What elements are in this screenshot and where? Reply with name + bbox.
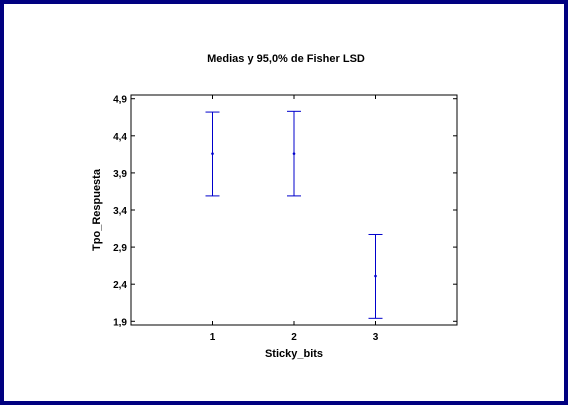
mean-point — [374, 274, 377, 278]
chart-svg: Medias y 95,0% de Fisher LSD 1,9 2,4 2,9 3,… — [91, 53, 458, 360]
x-tick-label: 2 — [291, 332, 297, 343]
interval-bar — [368, 233, 383, 319]
x-tick-label: 3 — [373, 332, 379, 343]
y-tick-label: 2,4 — [113, 280, 127, 291]
y-axis-label: Tpo_Respuesta — [91, 168, 103, 251]
chart-title: Medias y 95,0% de Fisher LSD — [207, 53, 365, 65]
mean-point — [292, 152, 296, 155]
y-tick-label: 4,9 — [113, 95, 127, 106]
y-axis-ticks: 1,9 2,4 2,9 3,4 3,9 4,4 4,9 — [113, 95, 457, 328]
interval-bar — [205, 111, 220, 197]
interval-bar — [287, 110, 301, 197]
y-tick-label: 2,9 — [113, 243, 127, 254]
y-tick-label: 4,4 — [113, 132, 127, 143]
interval-series — [205, 110, 383, 319]
x-axis-ticks: 1 2 3 — [210, 95, 379, 343]
y-tick-label: 1,9 — [113, 317, 127, 328]
x-tick-label: 1 — [210, 332, 216, 343]
mean-point — [211, 152, 214, 155]
y-tick-label: 3,9 — [113, 169, 127, 180]
x-axis-label: Sticky_bits — [265, 348, 323, 360]
y-tick-label: 3,4 — [113, 206, 127, 217]
